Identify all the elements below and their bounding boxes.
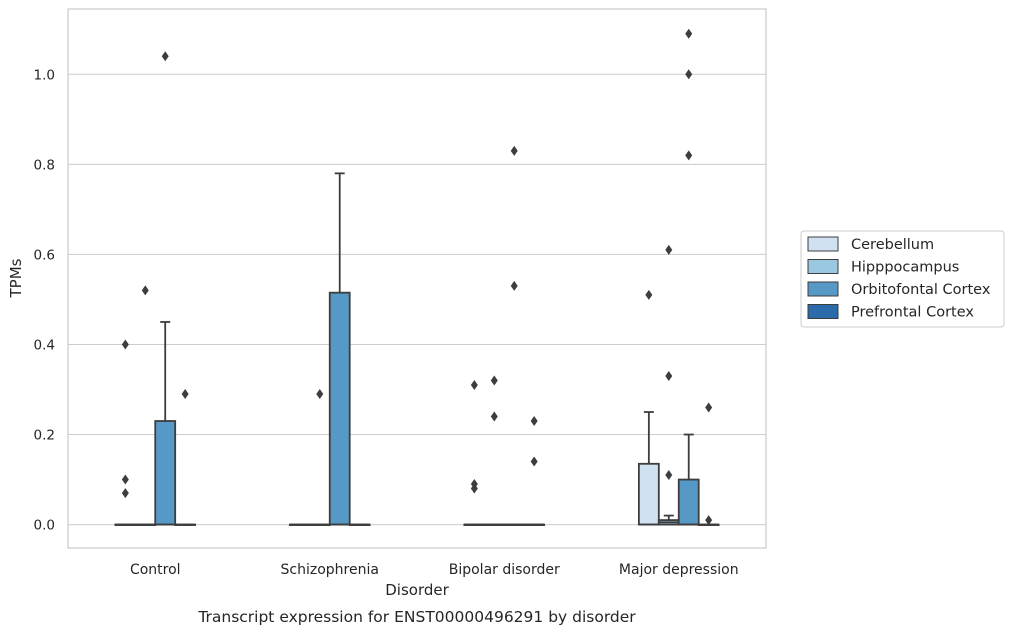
legend-item: Hipppocampus (807, 259, 959, 276)
box-2-1 (328, 172, 351, 526)
outlier-point (161, 51, 169, 62)
outlier-point (510, 145, 518, 156)
box-1-1 (308, 523, 331, 526)
outlier-point (665, 470, 673, 481)
outlier-point (181, 389, 189, 399)
box-body (328, 291, 351, 526)
legend-item: Cerebellum (807, 236, 934, 253)
y-tick-label: 0.6 (34, 247, 55, 263)
outlier-point (645, 289, 653, 300)
boxes (114, 172, 720, 526)
outlier-point (510, 280, 518, 291)
outlier-point (121, 488, 129, 499)
outlier-point (141, 285, 149, 296)
outlier-point (705, 402, 713, 413)
legend-label: Hipppocampus (851, 260, 959, 276)
outlier-point (685, 150, 693, 161)
outlier-point (665, 370, 673, 381)
y-tick-label: 1.0 (34, 67, 55, 83)
legend-label: Cerebellum (851, 237, 934, 253)
box-3-0 (174, 523, 197, 526)
box-1-0 (134, 523, 157, 526)
box-2-2 (503, 523, 526, 526)
legend-frame (800, 230, 1005, 328)
legend-swatch (807, 281, 839, 297)
legend-item: Prefrontal Cortex (807, 304, 974, 321)
legend-label: Orbitofontal Cortex (851, 282, 991, 298)
outlier-point (705, 515, 713, 526)
x-axis-label: Disorder (385, 581, 449, 599)
y-tick-label: 0.8 (34, 157, 55, 173)
x-tick-label: Schizophrenia (281, 562, 379, 578)
outlier-point (316, 389, 324, 399)
chart-caption: Transcript expression for ENST0000049629… (197, 608, 636, 626)
outlier-point (490, 375, 498, 386)
legend-swatch (807, 304, 839, 319)
box-0-3 (637, 411, 660, 526)
box-2-0 (154, 321, 177, 526)
outlier-point (121, 474, 129, 485)
legend-label: Prefrontal Cortex (851, 305, 974, 321)
y-axis-ticks: 0.0 0.2 0.4 0.6 0.8 1.0 (34, 67, 55, 533)
outlier-point (665, 244, 673, 255)
x-tick-label: Bipolar disorder (449, 562, 560, 578)
x-tick-label: Major depression (619, 562, 739, 578)
box-3-1 (348, 523, 371, 526)
box-body (154, 420, 177, 526)
legend-item: Orbitofontal Cortex (807, 281, 991, 298)
legend-swatch (807, 259, 839, 274)
outlier-point (470, 379, 478, 390)
y-tick-label: 0.4 (34, 337, 55, 353)
x-tick-label: Control (130, 562, 181, 578)
box-body (677, 478, 700, 526)
box-1-2 (483, 523, 506, 526)
outlier-point (121, 339, 129, 350)
box-2-3 (677, 433, 700, 526)
legend: Cerebellum Hipppocampus Orbitofontal Corte… (800, 230, 1005, 328)
y-axis-label: TPMs (7, 258, 25, 298)
box-1-3 (657, 514, 680, 526)
box-3-2 (523, 523, 546, 526)
outlier-point (685, 28, 693, 39)
legend-swatch (807, 236, 839, 252)
outlier-point (530, 416, 538, 427)
box-0-1 (288, 523, 311, 526)
outlier-point (685, 69, 693, 80)
box-body (637, 462, 660, 526)
y-tick-label: 0.2 (34, 428, 55, 444)
outlier-point (470, 483, 478, 494)
plot-area-frame (67, 8, 767, 549)
outliers (121, 28, 713, 526)
x-axis-ticks: Control Schizophrenia Bipolar disorder Majo… (130, 562, 739, 578)
outlier-point (490, 411, 498, 422)
y-tick-label: 0.0 (34, 518, 55, 534)
outlier-point (530, 456, 538, 467)
box-0-0 (114, 523, 137, 526)
box-0-2 (463, 523, 486, 526)
